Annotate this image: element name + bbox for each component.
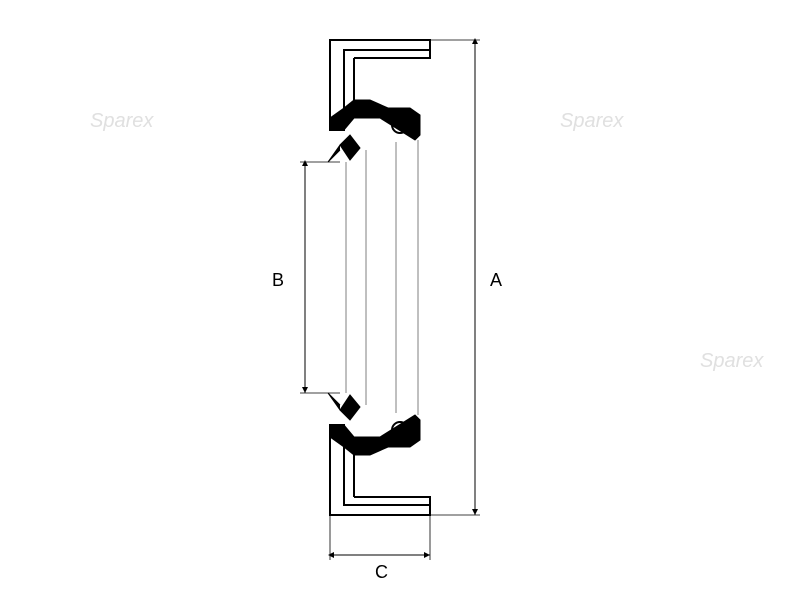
- seal-diagram: [0, 0, 800, 600]
- dimension-b: [300, 162, 340, 393]
- dimension-c: [330, 515, 430, 560]
- reference-lines: [346, 140, 418, 415]
- top-profile: [328, 40, 430, 162]
- dimension-a: [430, 40, 480, 515]
- label-a: A: [490, 270, 502, 291]
- label-c: C: [375, 562, 388, 583]
- bottom-profile: [328, 393, 430, 515]
- label-b: B: [272, 270, 284, 291]
